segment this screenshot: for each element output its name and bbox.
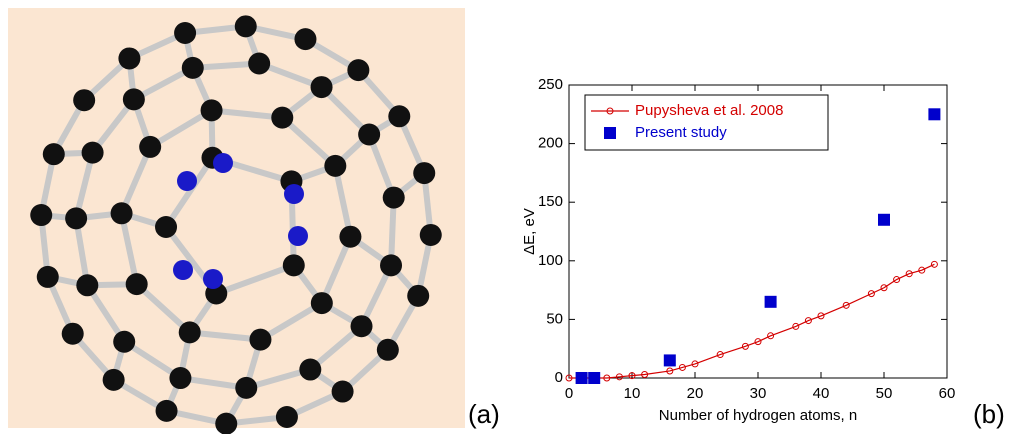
- carbon-atom: [156, 400, 178, 422]
- legend-marker: [604, 127, 616, 139]
- hydrogen-atom: [177, 171, 197, 191]
- x-tick-label: 50: [876, 385, 893, 402]
- carbon-atom: [182, 57, 204, 79]
- y-tick-label: 200: [538, 135, 563, 152]
- carbon-atom: [324, 155, 346, 177]
- carbon-atom: [283, 254, 305, 276]
- carbon-atom: [123, 88, 145, 110]
- carbon-atom: [235, 377, 257, 399]
- y-tick-label: 150: [538, 193, 563, 210]
- carbon-atom: [155, 216, 177, 238]
- carbon-atom: [294, 28, 316, 50]
- carbon-atom: [311, 76, 333, 98]
- x-axis-label: Number of hydrogen atoms, n: [659, 407, 857, 424]
- figure: (a) (b) 0 50 100 150 200 250 0 10 20 30 40 50 60 Numb…: [0, 0, 1011, 434]
- series-line: [569, 264, 934, 378]
- carbon-atom: [126, 273, 148, 295]
- x-tick-label: 0: [565, 385, 573, 402]
- carbon-atom: [332, 381, 354, 403]
- carbon-atom: [299, 359, 321, 381]
- legend-label: Pupysheva et al. 2008: [635, 102, 783, 119]
- x-tick-label: 20: [687, 385, 704, 402]
- panel-label: (b): [973, 399, 1005, 429]
- x-tick-label: 30: [750, 385, 767, 402]
- carbon-atom: [413, 162, 435, 184]
- carbon-atom: [276, 406, 298, 428]
- y-tick-label: 100: [538, 252, 563, 269]
- carbon-atom: [248, 53, 270, 75]
- chart: 0 50 100 150 200 250 0 10 20 30 40 50 60 Number of hy…: [521, 76, 955, 424]
- carbon-atom: [339, 226, 361, 248]
- carbon-atom: [111, 202, 133, 224]
- carbon-atom: [65, 207, 87, 229]
- hydrogen-atom: [284, 184, 304, 204]
- data-point: [928, 108, 940, 120]
- carbon-atom: [347, 59, 369, 81]
- x-tick-label: 40: [813, 385, 830, 402]
- y-axis-label: ΔE, eV: [521, 208, 538, 255]
- carbon-atom: [139, 136, 161, 158]
- x-tick-label: 10: [624, 385, 641, 402]
- carbon-atom: [43, 143, 65, 165]
- data-point: [664, 354, 676, 366]
- y-tick-label: 250: [538, 76, 563, 93]
- carbon-atom: [311, 292, 333, 314]
- carbon-atom: [380, 254, 402, 276]
- carbon-atom: [383, 187, 405, 209]
- panel-label: (a): [468, 399, 500, 429]
- carbon-atom: [113, 331, 135, 353]
- hydrogen-atom: [213, 153, 233, 173]
- data-point: [765, 296, 777, 308]
- carbon-atom: [358, 124, 380, 146]
- carbon-atom: [73, 89, 95, 111]
- carbon-atom: [82, 142, 104, 164]
- hydrogen-atom: [203, 269, 223, 289]
- carbon-atom: [30, 204, 52, 226]
- carbon-atom: [407, 285, 429, 307]
- carbon-atom: [388, 105, 410, 127]
- carbon-atom: [174, 22, 196, 44]
- carbon-atom: [377, 339, 399, 361]
- carbon-atom: [235, 15, 257, 37]
- carbon-atom: [420, 224, 442, 246]
- carbon-atom: [62, 323, 84, 345]
- carbon-atom: [103, 369, 125, 391]
- data-point: [588, 372, 600, 384]
- carbon-atom: [271, 107, 293, 129]
- hydrogen-atom: [288, 226, 308, 246]
- x-tick-label: 60: [939, 385, 956, 402]
- carbon-atom: [179, 321, 201, 343]
- data-point: [878, 214, 890, 226]
- carbon-atom: [351, 315, 373, 337]
- carbon-atom: [76, 274, 98, 296]
- carbon-atom: [37, 266, 59, 288]
- carbon-atom: [169, 367, 191, 389]
- carbon-atom: [201, 99, 223, 121]
- data-point: [576, 372, 588, 384]
- legend-label: Present study: [635, 124, 727, 141]
- carbon-atom: [215, 413, 237, 434]
- y-tick-label: 0: [555, 369, 563, 386]
- y-tick-label: 50: [546, 310, 563, 327]
- carbon-atom: [249, 329, 271, 351]
- carbon-atom: [118, 47, 140, 69]
- hydrogen-atom: [173, 260, 193, 280]
